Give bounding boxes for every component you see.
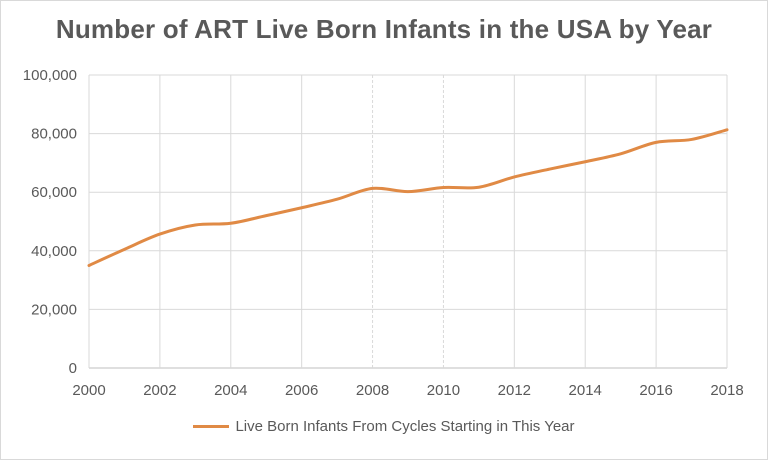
tick-labels: 0 20,000 40,000 60,000 80,000 100,000 2000 2002…: [23, 67, 744, 399]
series-layer: [87, 128, 729, 267]
data-point: [300, 206, 303, 209]
x-tick-label: 2006: [285, 382, 318, 399]
y-tick-label: 0: [69, 360, 77, 377]
x-tick-label: 2014: [569, 382, 602, 399]
legend-label: Live Born Infants From Cycles Starting i…: [235, 418, 575, 435]
data-point: [158, 233, 161, 236]
y-tick-label: 20,000: [31, 301, 77, 318]
data-point: [442, 186, 445, 189]
y-tick-label: 40,000: [31, 243, 77, 260]
y-tick-label: 100,000: [23, 67, 77, 84]
gridlines: [88, 74, 728, 369]
series-line: [87, 128, 729, 267]
data-point: [229, 222, 232, 225]
data-point: [194, 224, 197, 227]
y-tick-label: 60,000: [31, 184, 77, 201]
data-point: [726, 128, 729, 131]
y-tick-label: 80,000: [31, 126, 77, 143]
x-tick-label: 2000: [72, 382, 105, 399]
data-point: [371, 187, 374, 190]
data-point: [584, 160, 587, 163]
x-tick-label: 2004: [214, 382, 247, 399]
data-point: [265, 214, 268, 217]
x-tick-label: 2008: [356, 382, 389, 399]
x-tick-label: 2002: [143, 382, 176, 399]
legend: Live Born Infants From Cycles Starting i…: [0, 418, 768, 435]
data-point: [477, 186, 480, 189]
data-point: [513, 175, 516, 178]
chart-title: Number of ART Live Born Infants in the U…: [55, 14, 713, 44]
data-point: [619, 152, 622, 155]
x-tick-label: 2012: [498, 382, 531, 399]
data-point: [655, 141, 658, 144]
data-point: [123, 248, 126, 251]
x-tick-label: 2010: [427, 382, 460, 399]
data-point: [407, 190, 410, 193]
x-tick-label: 2016: [639, 382, 672, 399]
data-point: [690, 138, 693, 141]
data-point: [336, 198, 339, 201]
data-point: [548, 168, 551, 171]
x-tick-label: 2018: [710, 382, 743, 399]
legend-swatch: [193, 425, 230, 428]
data-point: [88, 264, 91, 267]
